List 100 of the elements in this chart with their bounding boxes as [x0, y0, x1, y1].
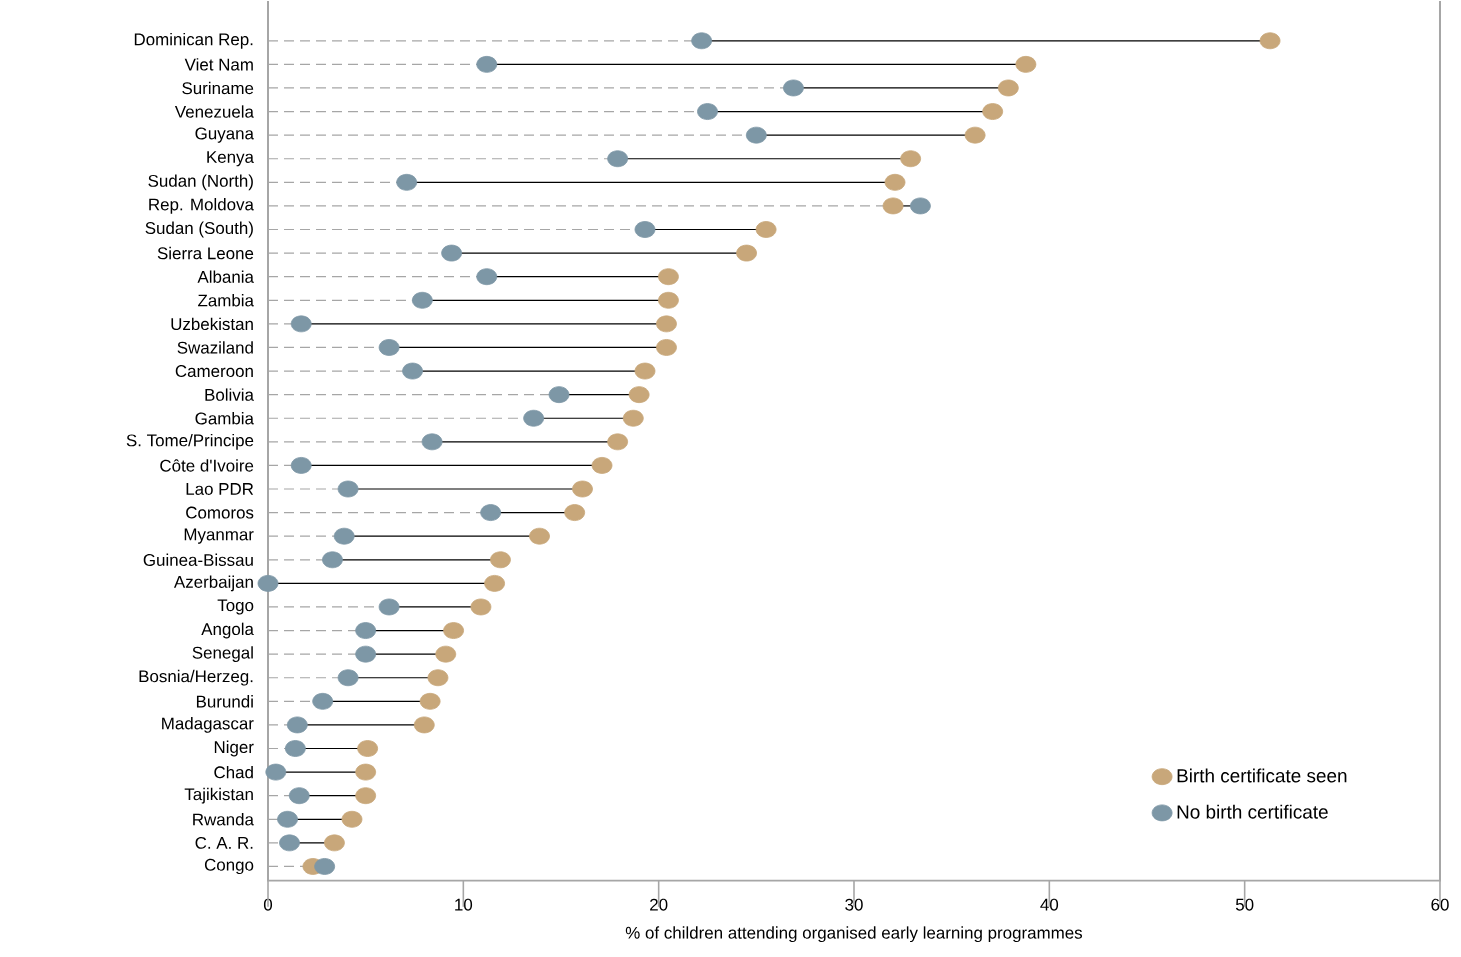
point — [591, 457, 613, 474]
point — [290, 457, 312, 474]
point — [435, 645, 457, 663]
y-tick-label: Burundi — [196, 695, 253, 708]
y-tick-label: Viet Nam — [184, 58, 253, 71]
y-tick-label: Gambia — [195, 412, 254, 425]
point — [634, 362, 656, 380]
y-tick-label: Guyana — [195, 127, 254, 143]
point — [745, 126, 767, 144]
legend-label: Birth certificate seen — [1177, 768, 1347, 783]
y-tick-label: Zambia — [198, 294, 254, 307]
point — [470, 598, 492, 616]
y-tick-label: Rep. Moldova — [149, 198, 254, 214]
y-tick-label: Venezuela — [174, 105, 254, 118]
point — [443, 622, 464, 640]
point — [286, 716, 308, 734]
y-tick-label: Suriname — [182, 81, 254, 95]
point — [658, 268, 679, 286]
y-tick-label: C. A. R. — [195, 837, 253, 850]
x-tick-label: 60 — [1431, 898, 1449, 911]
point — [355, 787, 377, 805]
point — [324, 834, 345, 852]
point — [290, 315, 312, 333]
y-tick-label: Angola — [201, 622, 254, 639]
y-tick-label: Sudan (South) — [145, 221, 253, 238]
x-tick-label: 10 — [455, 898, 473, 911]
point — [1259, 32, 1281, 50]
point — [333, 527, 355, 545]
point — [634, 221, 656, 239]
point — [314, 858, 336, 876]
point — [355, 622, 377, 640]
y-tick-label: Chad — [214, 766, 253, 779]
x-tick-label: 20 — [650, 898, 668, 911]
point — [277, 811, 298, 828]
x-tick-label: 30 — [845, 898, 863, 911]
point — [341, 811, 363, 828]
point — [572, 480, 593, 498]
point — [284, 740, 306, 758]
y-tick-label: Swaziland — [177, 341, 253, 354]
point — [490, 551, 511, 569]
point — [337, 669, 359, 687]
point — [402, 362, 423, 380]
point — [997, 79, 1019, 97]
point — [427, 669, 449, 687]
point — [322, 551, 343, 569]
point — [691, 32, 713, 50]
point — [882, 197, 904, 215]
y-tick-label: Senegal — [192, 646, 253, 663]
point — [337, 480, 359, 498]
point — [413, 716, 435, 734]
point — [697, 103, 718, 121]
point — [476, 268, 498, 286]
point — [1015, 56, 1037, 73]
point — [355, 763, 377, 781]
point — [736, 244, 757, 262]
point — [607, 150, 629, 168]
y-tick-label: Niger — [214, 740, 254, 757]
x-axis-title: % of children attending organised early learning programmes — [625, 926, 1083, 943]
point — [783, 79, 804, 97]
point — [378, 598, 400, 616]
point — [396, 174, 418, 191]
x-tick-label: 0 — [263, 898, 273, 911]
point — [357, 740, 379, 758]
point — [288, 787, 310, 805]
y-tick-label: Uzbekistan — [171, 317, 253, 331]
point — [658, 292, 679, 309]
point — [279, 834, 300, 852]
y-tick-label: Madagascar — [162, 717, 254, 733]
y-tick-label: Togo — [217, 599, 254, 615]
y-tick-label: Rwanda — [193, 813, 254, 826]
y-tick-label: Tajikistan — [184, 787, 253, 804]
x-tick-label: 50 — [1235, 898, 1254, 911]
y-tick-label: Albania — [197, 270, 254, 284]
point — [480, 504, 502, 522]
point — [421, 433, 443, 451]
point — [607, 433, 629, 451]
y-tick-label: Sierra Leone — [157, 247, 254, 260]
y-tick-label: Cameroon — [175, 365, 253, 378]
y-tick-label: Myanmar — [184, 528, 254, 544]
y-tick-label: Comoros — [186, 506, 254, 519]
point — [755, 221, 777, 239]
x-tick-label: 40 — [1040, 898, 1059, 911]
y-tick-label: S. Tome/Principe — [126, 434, 254, 450]
point — [378, 339, 400, 357]
legend-label: No birth certificate — [1177, 804, 1328, 819]
point — [484, 575, 505, 592]
point — [622, 410, 644, 427]
point — [548, 386, 570, 404]
point — [564, 504, 586, 522]
y-tick-label: Kenya — [207, 151, 254, 167]
point — [964, 126, 986, 144]
point — [982, 103, 1004, 121]
point — [312, 693, 334, 710]
y-tick-label: Bosnia/Herzeg. — [139, 670, 253, 686]
point — [884, 174, 906, 191]
point — [419, 693, 441, 710]
point — [257, 575, 279, 592]
point — [441, 244, 463, 262]
y-tick-label: Congo — [204, 859, 254, 875]
point — [411, 292, 433, 309]
